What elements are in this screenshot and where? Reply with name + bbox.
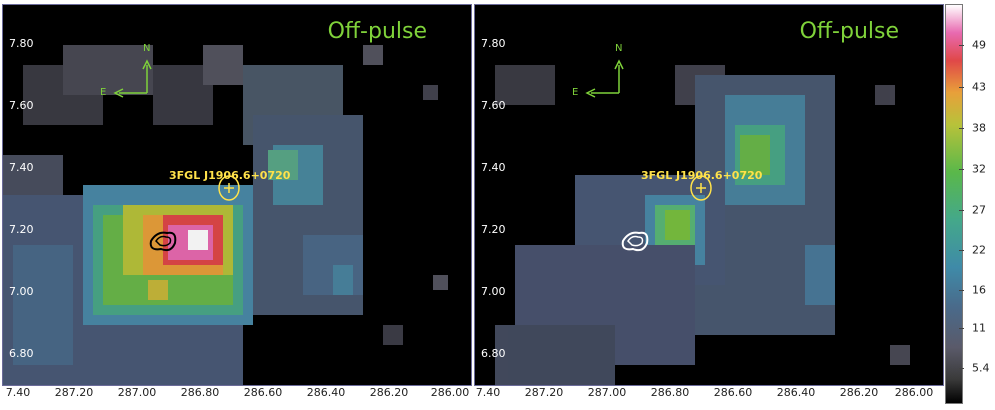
colorbar-tick: 43	[972, 80, 986, 94]
x-tick: 7.40	[475, 386, 501, 399]
panel-title: Off-pulse	[327, 19, 427, 44]
x-tick: 286.80	[180, 386, 220, 399]
source-label: 3FGL J1906.6+0720	[641, 169, 763, 182]
x-tick: 287.20	[524, 386, 564, 399]
x-tick: 287.00	[117, 386, 157, 399]
compass-east-label: E	[572, 87, 579, 98]
x-tick: 287.00	[587, 386, 627, 399]
colorbar-tick: 49	[972, 38, 986, 52]
x-tick: 286.00	[430, 386, 470, 399]
tsmap-left-panel: Off-pulse 3FGL J1906.6+0720 N E 7.80 7.6…	[2, 4, 472, 386]
tsmap-right-image	[495, 59, 910, 385]
colorbar-tick: 22	[972, 243, 986, 257]
y-tick: 7.60	[481, 99, 506, 112]
compass-north-label: N	[615, 43, 623, 54]
y-tick: 7.20	[9, 223, 34, 236]
compass-east-label: E	[100, 87, 107, 98]
colorbar-tick: 27	[972, 203, 986, 217]
x-tick: 286.40	[306, 386, 346, 399]
colorbar-tick: 16	[972, 283, 986, 297]
x-tick: 286.20	[369, 386, 409, 399]
y-tick: 7.60	[9, 99, 34, 112]
y-tick: 7.20	[481, 223, 506, 236]
y-tick: 6.80	[481, 347, 506, 360]
x-tick: 286.60	[243, 386, 283, 399]
tsmap-left-image	[3, 45, 448, 385]
x-tick: 286.80	[650, 386, 690, 399]
x-tick: 286.40	[776, 386, 816, 399]
y-tick: 6.80	[9, 347, 34, 360]
colorbar-tick: 32	[972, 162, 986, 176]
colorbar-tick: 11	[972, 321, 986, 335]
x-axis-right: 7.40 287.20 287.00 286.80 286.60 286.40 …	[474, 386, 944, 406]
compass-north-label: N	[143, 43, 151, 54]
source-label: 3FGL J1906.6+0720	[169, 169, 291, 182]
x-tick: 286.60	[713, 386, 753, 399]
panel-title: Off-pulse	[799, 19, 899, 44]
y-tick: 7.80	[9, 37, 34, 50]
x-axis-left: 7.40 287.20 287.00 286.80 286.60 286.40 …	[2, 386, 472, 406]
colorbar	[945, 4, 963, 404]
y-tick: 7.40	[9, 161, 34, 174]
x-tick: 286.00	[894, 386, 934, 399]
y-tick: 7.80	[481, 37, 506, 50]
y-tick: 7.00	[481, 285, 506, 298]
x-tick: 287.20	[54, 386, 94, 399]
colorbar-tick: 38	[972, 121, 986, 135]
x-tick: 286.20	[839, 386, 879, 399]
tsmap-right-panel: Off-pulse 3FGL J1906.6+0720 N E 7.80 7.6…	[474, 4, 944, 386]
x-tick: 7.40	[5, 386, 31, 399]
y-tick: 7.40	[481, 161, 506, 174]
y-tick: 7.00	[9, 285, 34, 298]
colorbar-tick: 5.4	[972, 361, 990, 375]
